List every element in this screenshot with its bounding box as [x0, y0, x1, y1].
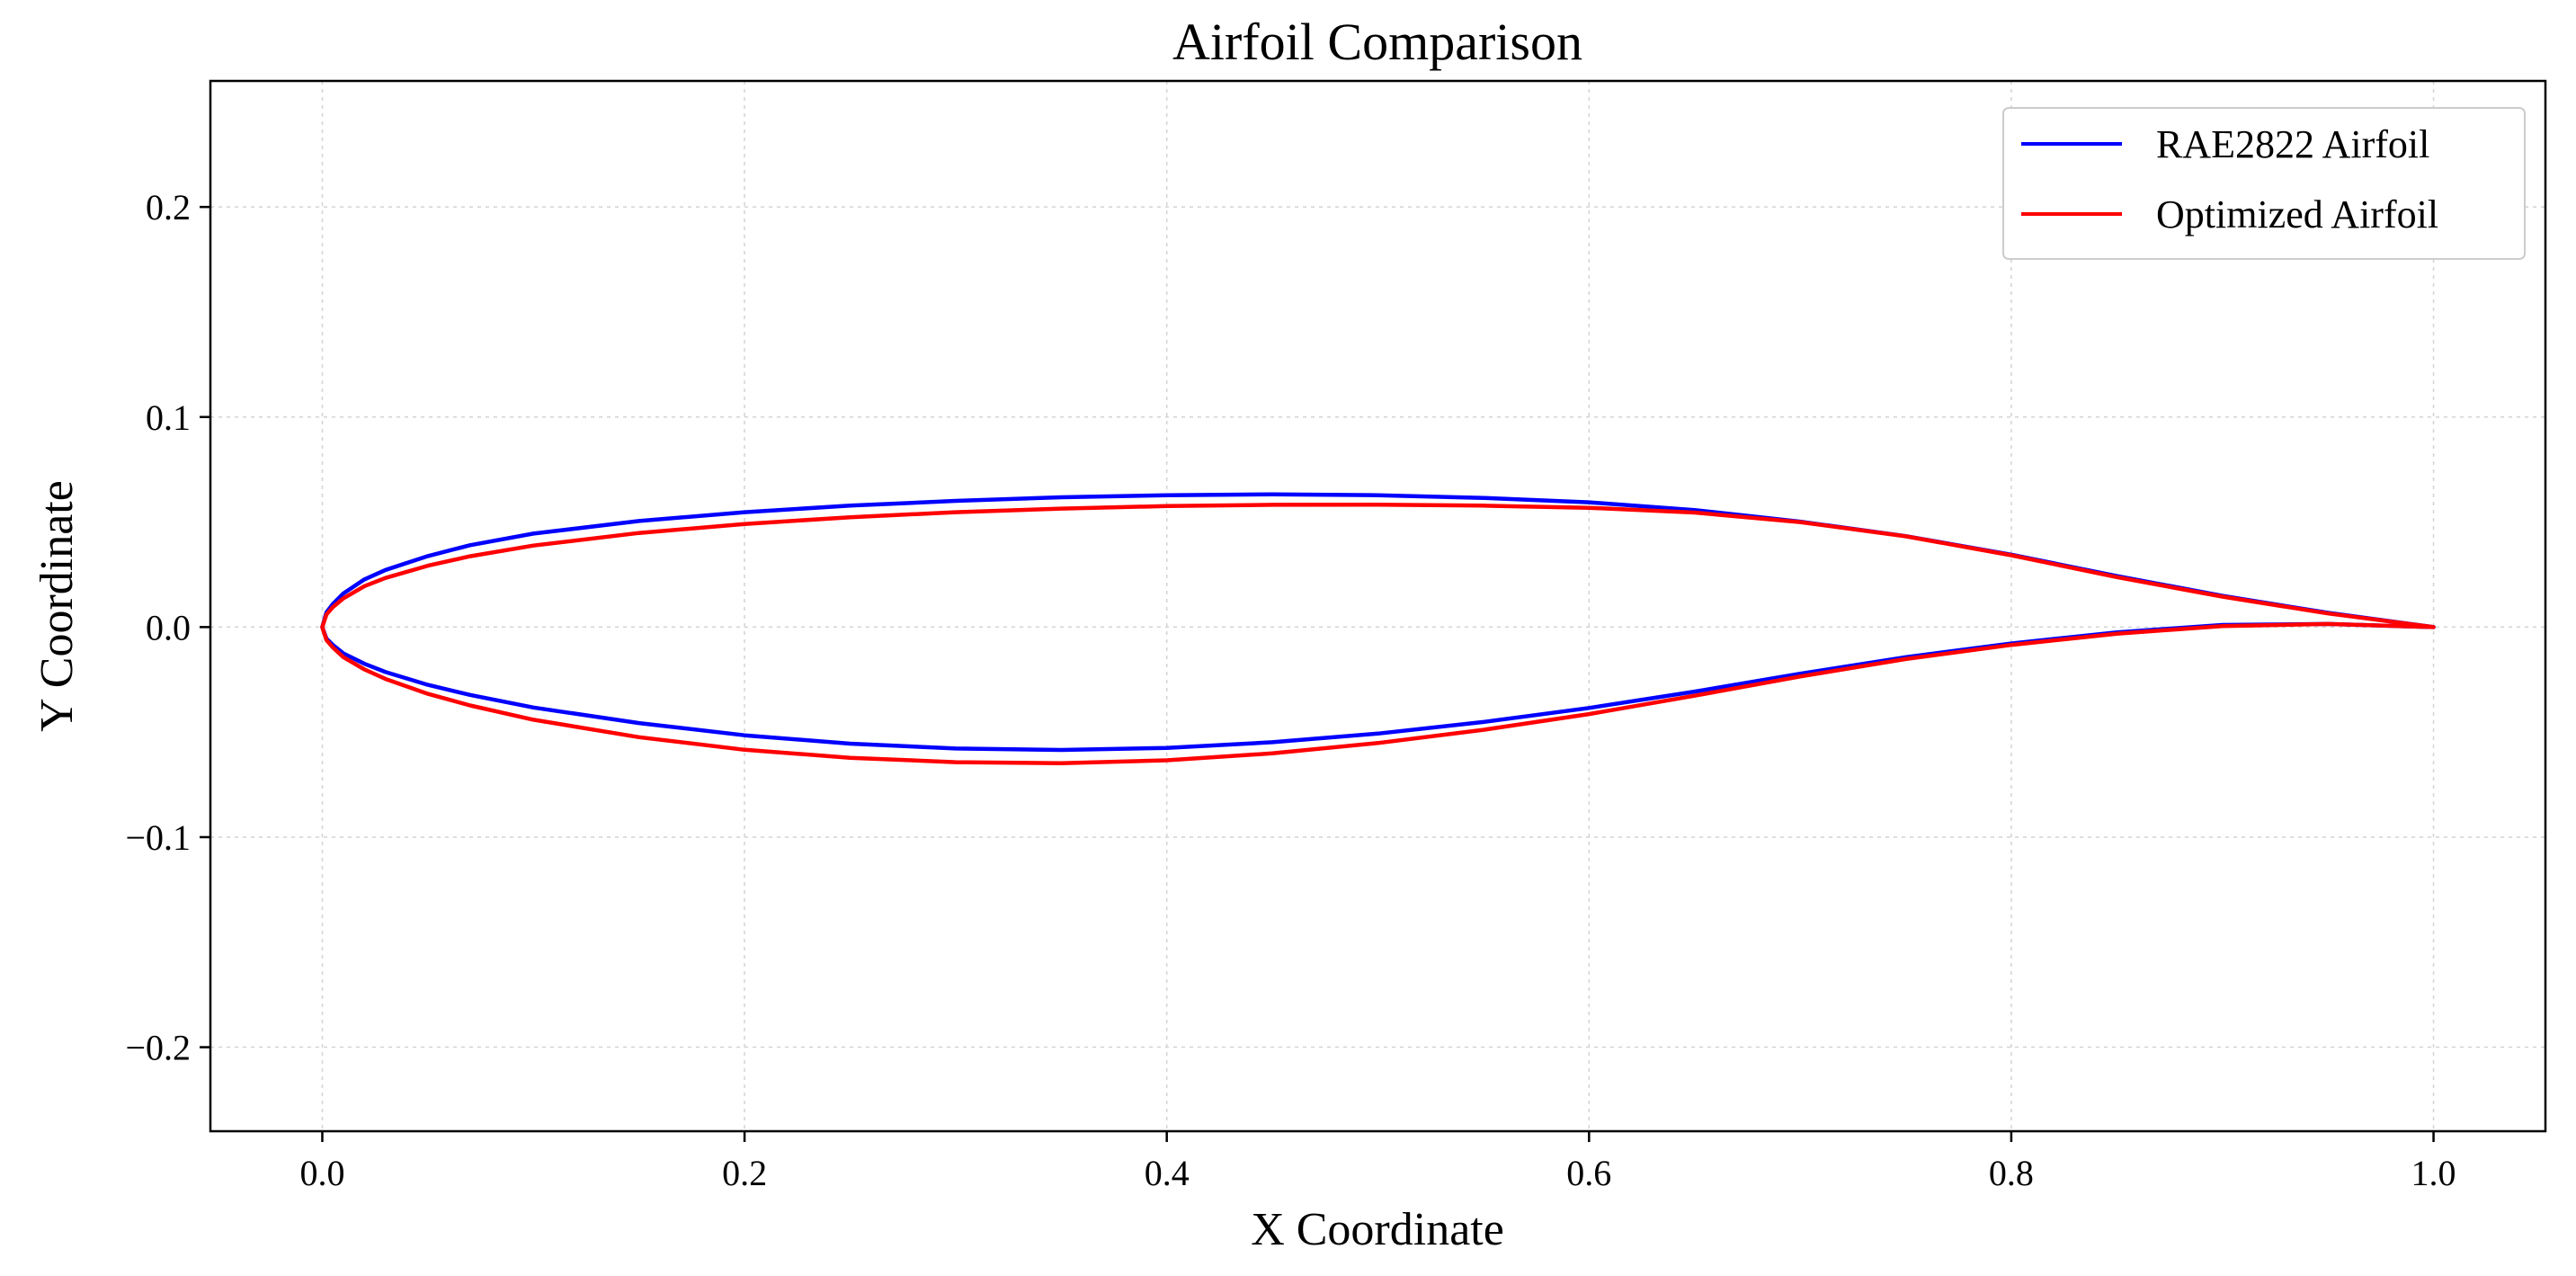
- legend-box: [2002, 107, 2526, 260]
- x-tick-label: 0.4: [1145, 1153, 1190, 1193]
- x-tick-label: 0.0: [299, 1153, 344, 1193]
- y-tick-label: 0.0: [146, 607, 191, 647]
- grid-layer: [210, 81, 2545, 1131]
- chart-title: Airfoil Comparison: [1172, 13, 1582, 71]
- x-tick-label: 0.2: [722, 1153, 767, 1193]
- y-tick-label: −0.2: [125, 1028, 191, 1068]
- legend-label-optimized: Optimized Airfoil: [2156, 192, 2438, 236]
- legend: RAE2822 Airfoil Optimized Airfoil: [2002, 107, 2526, 260]
- y-axis-label: Y Coordinate: [31, 480, 83, 732]
- tick-layer: 0.0 0.2 0.4 0.6 0.8 1.0 0.2 0.1 0.0 −0.1 −0.2: [125, 187, 2456, 1193]
- legend-label-rae2822: RAE2822 Airfoil: [2156, 122, 2429, 166]
- x-tick-label: 0.6: [1566, 1153, 1611, 1193]
- y-tick-label: 0.2: [146, 187, 191, 228]
- x-tick-label: 0.8: [1989, 1153, 2034, 1193]
- plot-frame: [209, 79, 2547, 1133]
- series-layer: [320, 492, 2436, 765]
- x-axis-label: X Coordinate: [1251, 1204, 1504, 1255]
- y-tick-label: 0.1: [146, 397, 191, 438]
- y-tick-label: −0.1: [125, 817, 191, 858]
- series-line-optimized: [320, 502, 2436, 765]
- x-tick-label: 1.0: [2411, 1153, 2456, 1193]
